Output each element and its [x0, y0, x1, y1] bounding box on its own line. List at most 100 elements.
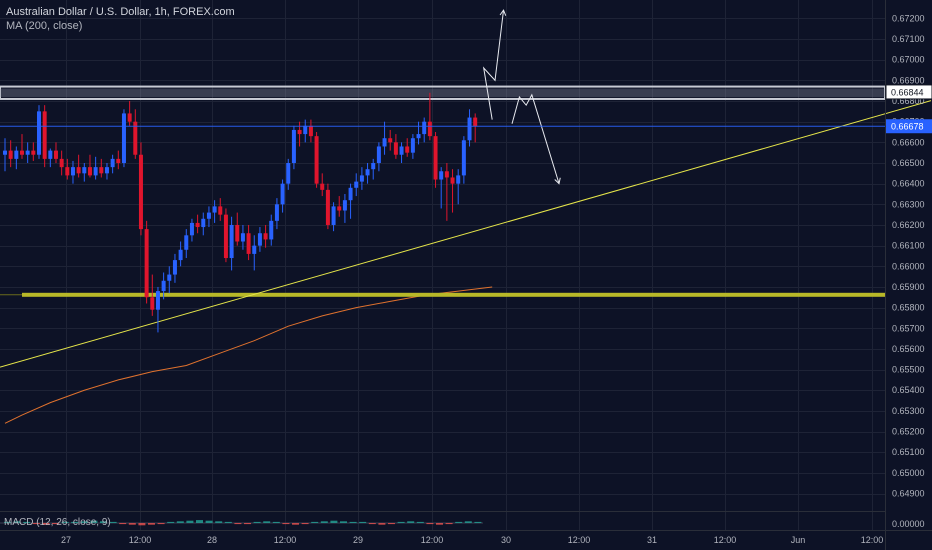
- time-tick-label: 27: [61, 535, 71, 545]
- price-tick-label: 0.65400: [892, 385, 925, 395]
- candle-body: [144, 229, 149, 298]
- projection-arrowhead: [554, 177, 561, 185]
- candle-body: [36, 111, 41, 155]
- candle-body: [337, 206, 342, 211]
- candle-body: [263, 233, 268, 240]
- candle-body: [240, 233, 245, 242]
- price-tick-label: 0.64900: [892, 489, 925, 499]
- time-tick-label: Jun: [791, 535, 806, 545]
- candle-body: [201, 218, 206, 228]
- indicator-label: MA (200, close): [6, 20, 82, 32]
- macd-histogram-bar: [320, 521, 328, 523]
- candle-body: [286, 163, 291, 184]
- macd-label: MACD (12, 26, close, 9): [4, 517, 111, 528]
- price-tick-label: 0.65100: [892, 447, 925, 457]
- candle-body: [252, 245, 257, 254]
- candle-body: [229, 224, 234, 259]
- chart-title: Australian Dollar / U.S. Dollar, 1h, FOR…: [6, 6, 235, 18]
- candle-body: [365, 169, 370, 176]
- candle-body: [235, 224, 240, 242]
- time-tick-label: 12:00: [129, 535, 152, 545]
- candle-body: [371, 163, 376, 170]
- price-tick-label: 0.67000: [892, 55, 925, 65]
- candle-body: [121, 113, 126, 164]
- macd-histogram-bar: [407, 521, 415, 523]
- candle-body: [388, 138, 393, 143]
- macd-histogram-bar: [416, 521, 424, 523]
- macd-histogram-bar: [330, 520, 338, 523]
- macd-histogram-bar: [272, 521, 280, 523]
- macd-histogram-bar: [109, 521, 117, 523]
- price-tick-label: 0.66900: [892, 75, 925, 85]
- candle-body: [42, 111, 47, 159]
- candle-body: [382, 138, 387, 147]
- ma-200-line: [4, 286, 493, 424]
- macd-histogram-bar: [176, 521, 184, 523]
- macd-histogram-bar: [196, 520, 203, 523]
- price-tick-label: 0.67200: [892, 13, 925, 23]
- candle-body: [291, 129, 296, 164]
- candle-body: [133, 121, 138, 155]
- macd-histogram-bar: [71, 521, 79, 523]
- candle-body: [76, 167, 81, 174]
- candle-body: [59, 158, 64, 168]
- macd-histogram-bar: [378, 523, 386, 525]
- macd-histogram-bar: [397, 521, 405, 523]
- macd-histogram-bar: [167, 521, 175, 523]
- candle-body: [303, 125, 308, 135]
- price-tick-label: 0.67100: [892, 34, 925, 44]
- candle-body: [65, 167, 70, 176]
- candle-body: [93, 167, 98, 176]
- candle-body: [439, 171, 444, 180]
- support-level-layer: [0, 292, 885, 297]
- price-axis[interactable]: 0.672000.671000.670000.669000.668000.667…: [892, 13, 925, 529]
- candle-body: [138, 154, 143, 230]
- macd-histogram-bar: [32, 523, 40, 525]
- candle-body: [399, 146, 404, 155]
- macd-histogram-bar: [474, 521, 482, 523]
- macd-histogram-bar: [100, 521, 107, 523]
- candle-body: [150, 297, 155, 310]
- candle-body: [342, 200, 347, 211]
- support-level: [22, 292, 885, 297]
- candle-body: [167, 274, 172, 281]
- candle-body: [206, 212, 211, 219]
- candle-body: [331, 206, 336, 225]
- candle-body: [19, 150, 24, 155]
- candle-body: [473, 117, 478, 127]
- candle-body: [269, 220, 274, 240]
- candle-body: [467, 117, 472, 141]
- macd-histogram-bar: [52, 523, 59, 525]
- time-tick-label: 30: [501, 535, 511, 545]
- macd-histogram-bar: [349, 521, 357, 523]
- candle-body: [297, 129, 302, 135]
- macd-histogram-bar: [138, 523, 146, 526]
- macd-histogram-bar: [148, 523, 155, 525]
- time-axis[interactable]: 27 12:00 28 12:00 29 12:00 30 12:00 31 12:00 Jun 12…: [61, 535, 883, 545]
- macd-histogram-bar: [263, 521, 271, 523]
- candle-body: [359, 175, 364, 182]
- candle-body: [104, 167, 109, 174]
- macd-histogram-bar: [119, 523, 127, 525]
- last-price-tag: [886, 119, 932, 134]
- macd-pane: [0, 511, 885, 526]
- macd-histogram-bar: [128, 523, 136, 525]
- macd-histogram-bar: [436, 523, 443, 525]
- macd-histogram-bar: [61, 521, 69, 523]
- macd-histogram-bar: [340, 521, 347, 523]
- price-tags: 0.66844 0.66678: [0, 84, 932, 134]
- candle-body: [393, 142, 398, 155]
- candle-body: [416, 134, 421, 139]
- candle-body: [155, 291, 160, 310]
- level-price-tag-label: 0.66844: [891, 87, 924, 97]
- trendline: [0, 100, 932, 368]
- macd-histogram-bar: [464, 521, 472, 523]
- price-tick-label: 0.66600: [892, 137, 925, 147]
- price-tick-label: 0.65700: [892, 323, 925, 333]
- price-tick-label: 0.65800: [892, 303, 925, 313]
- candle-body: [127, 113, 132, 122]
- projection-arrows-layer: [482, 9, 561, 185]
- macd-histogram-bar: [368, 523, 376, 525]
- macd-histogram-bar: [301, 523, 309, 525]
